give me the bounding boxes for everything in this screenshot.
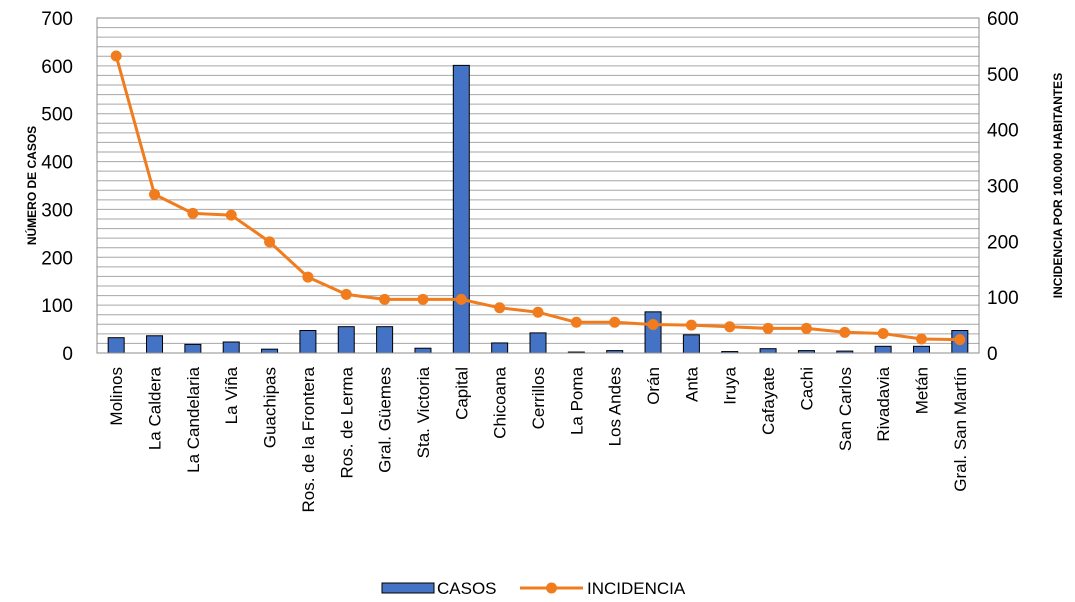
line-incidencia	[114, 55, 960, 342]
category-label: Capital	[452, 367, 471, 420]
point-incidencia	[609, 316, 621, 328]
point-incidencia	[302, 271, 314, 283]
point-incidencia	[647, 319, 659, 331]
category-label: La Candelaria	[184, 366, 203, 472]
category-label: Orán	[644, 367, 663, 405]
bar-casos	[146, 335, 164, 354]
category-label: Rivadavia	[874, 366, 893, 441]
bar-casos	[644, 311, 662, 354]
bar-casos	[759, 348, 777, 354]
left-tick-label: 700	[41, 9, 73, 30]
category-label: Metán	[913, 367, 932, 414]
point-incidencia	[800, 322, 812, 334]
category-label: La Poma	[567, 366, 586, 435]
legend-marker-incidencia	[546, 582, 557, 594]
legend: CASOS INCIDENCIA	[381, 579, 686, 598]
bar-casos	[337, 326, 355, 354]
bar-casos	[491, 342, 509, 354]
point-incidencia	[570, 316, 582, 328]
point-incidencia	[417, 293, 429, 305]
right-axis-title: INCIDENCIA POR 100.000 HABITANTES	[1051, 73, 1065, 298]
category-label: Guachipas	[261, 367, 280, 448]
category-label: Cachi	[797, 367, 816, 410]
point-incidencia	[762, 322, 774, 334]
plot-frame	[96, 17, 980, 354]
legend-swatch-casos	[381, 582, 435, 594]
gridlines	[97, 17, 979, 354]
category-label: Ros. de la Frontera	[299, 366, 318, 512]
bar-casos	[529, 332, 547, 354]
point-incidencia	[954, 334, 966, 346]
left-tick-label: 500	[41, 105, 73, 126]
left-axis-ticks: 0 100 200 300 400 500 600 700	[41, 9, 73, 365]
left-tick-label: 100	[41, 296, 73, 317]
left-tick-label: 300	[41, 200, 73, 221]
bar-casos	[261, 348, 279, 354]
category-label: Gral. San Martín	[951, 367, 970, 492]
point-incidencia	[340, 288, 352, 300]
point-incidencia	[494, 302, 506, 314]
category-label: Ros. de Lerma	[337, 366, 356, 478]
category-label: La Caldera	[146, 366, 165, 450]
bar-casos	[222, 341, 240, 354]
category-label: Chicoana	[491, 366, 510, 438]
bar-casos	[874, 345, 892, 354]
left-tick-label: 600	[41, 57, 73, 78]
bar-casos	[376, 326, 394, 354]
point-incidencia	[839, 326, 851, 338]
point-incidencia	[455, 293, 467, 305]
bar-casos	[912, 345, 930, 354]
category-label: La Viña	[222, 366, 241, 424]
right-tick-label: 200	[987, 232, 1019, 253]
category-label: Anta	[682, 366, 701, 402]
point-incidencia	[724, 321, 736, 333]
left-tick-label: 0	[62, 344, 73, 365]
bar-casos	[107, 337, 125, 354]
point-incidencia	[187, 207, 199, 219]
legend-label-casos: CASOS	[437, 579, 497, 598]
left-tick-label: 200	[41, 248, 73, 269]
right-axis-ticks: 0 100 200 300 400 500 600	[987, 9, 1019, 365]
category-label: Molinos	[107, 367, 126, 426]
point-incidencia	[264, 236, 276, 248]
category-label: Iruya	[721, 366, 740, 404]
category-labels: Molinos La Caldera La Candelaria La Viña Gua…	[107, 366, 970, 512]
right-tick-label: 0	[987, 344, 998, 365]
bar-casos	[452, 64, 470, 354]
left-tick-label: 400	[41, 153, 73, 174]
point-incidencia	[110, 50, 122, 62]
bar-casos	[414, 347, 432, 354]
left-axis-title: NÚMERO DE CASOS	[24, 126, 39, 245]
point-incidencia	[532, 306, 544, 318]
right-tick-label: 500	[987, 65, 1019, 86]
right-tick-label: 300	[987, 177, 1019, 198]
right-tick-label: 100	[987, 288, 1019, 309]
point-incidencia	[149, 188, 161, 200]
bar-casos	[184, 343, 202, 354]
point-incidencia	[379, 293, 391, 305]
point-incidencia	[877, 327, 889, 339]
right-tick-label: 600	[987, 9, 1019, 30]
point-incidencia	[225, 209, 237, 221]
bar-casos	[299, 330, 317, 354]
category-label: San Carlos	[836, 367, 855, 451]
category-label: Sta. Victoria	[414, 366, 433, 458]
point-incidencia	[685, 319, 697, 331]
category-label: Cerrillos	[529, 367, 548, 429]
category-label: Cafayate	[759, 367, 778, 435]
category-label: Los Andes	[606, 367, 625, 446]
right-tick-label: 400	[987, 121, 1019, 142]
line-series-incidencia	[110, 50, 966, 346]
legend-label-incidencia: INCIDENCIA	[587, 579, 686, 598]
bar-casos	[682, 334, 700, 354]
point-incidencia	[915, 333, 927, 345]
category-label: Gral. Güemes	[376, 367, 395, 473]
